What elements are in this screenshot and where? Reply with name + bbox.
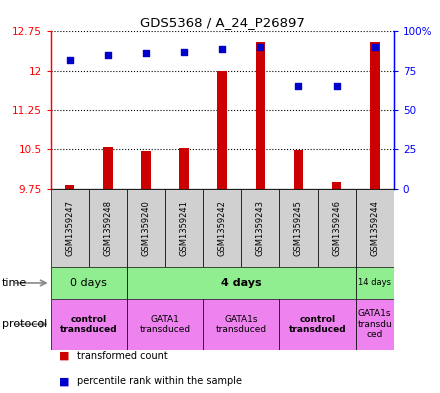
Bar: [127, 189, 165, 267]
Text: GSM1359247: GSM1359247: [65, 200, 74, 256]
Bar: [356, 299, 394, 350]
Bar: [180, 148, 189, 189]
Point: [371, 44, 378, 50]
Bar: [203, 189, 241, 267]
Text: GSM1359241: GSM1359241: [180, 200, 189, 256]
Text: GATA1
transduced: GATA1 transduced: [139, 314, 191, 334]
Bar: [127, 299, 203, 350]
Text: ■: ■: [59, 376, 70, 386]
Text: 4 days: 4 days: [221, 278, 261, 288]
Bar: [89, 189, 127, 267]
Text: 0 days: 0 days: [70, 278, 107, 288]
Bar: [356, 267, 394, 299]
Point: [66, 57, 73, 63]
Text: control
transduced: control transduced: [60, 314, 117, 334]
Bar: [103, 147, 113, 189]
Bar: [318, 189, 356, 267]
Text: GSM1359244: GSM1359244: [370, 200, 379, 256]
Point: [104, 52, 111, 58]
Title: GDS5368 / A_24_P26897: GDS5368 / A_24_P26897: [140, 16, 304, 29]
Text: transformed count: transformed count: [77, 351, 168, 361]
Text: GSM1359248: GSM1359248: [103, 200, 112, 256]
Text: GATA1s
transduced: GATA1s transduced: [216, 314, 267, 334]
Bar: [165, 189, 203, 267]
Bar: [51, 267, 127, 299]
Point: [333, 83, 340, 90]
Bar: [332, 182, 341, 189]
Point: [143, 50, 150, 57]
Text: percentile rank within the sample: percentile rank within the sample: [77, 376, 242, 386]
Bar: [279, 299, 356, 350]
Bar: [65, 185, 74, 189]
Text: protocol: protocol: [2, 319, 48, 329]
Point: [180, 49, 187, 55]
Text: GSM1359246: GSM1359246: [332, 200, 341, 256]
Bar: [217, 71, 227, 189]
Text: GATA1s
transdu
ced: GATA1s transdu ced: [357, 309, 392, 339]
Bar: [279, 189, 318, 267]
Text: control
transduced: control transduced: [289, 314, 346, 334]
Point: [295, 83, 302, 90]
Bar: [241, 189, 279, 267]
Bar: [141, 151, 150, 189]
Text: 14 days: 14 days: [358, 279, 391, 287]
Text: time: time: [2, 278, 27, 288]
Bar: [127, 267, 356, 299]
Point: [257, 44, 264, 50]
Bar: [256, 42, 265, 189]
Point: [219, 46, 226, 52]
Bar: [51, 299, 127, 350]
Bar: [294, 151, 303, 189]
Bar: [51, 189, 89, 267]
Bar: [203, 299, 279, 350]
Text: GSM1359243: GSM1359243: [256, 200, 265, 256]
Text: GSM1359245: GSM1359245: [294, 200, 303, 256]
Text: GSM1359242: GSM1359242: [218, 200, 227, 256]
Bar: [370, 42, 379, 189]
Text: ■: ■: [59, 351, 70, 361]
Bar: [356, 189, 394, 267]
Text: GSM1359240: GSM1359240: [141, 200, 150, 256]
